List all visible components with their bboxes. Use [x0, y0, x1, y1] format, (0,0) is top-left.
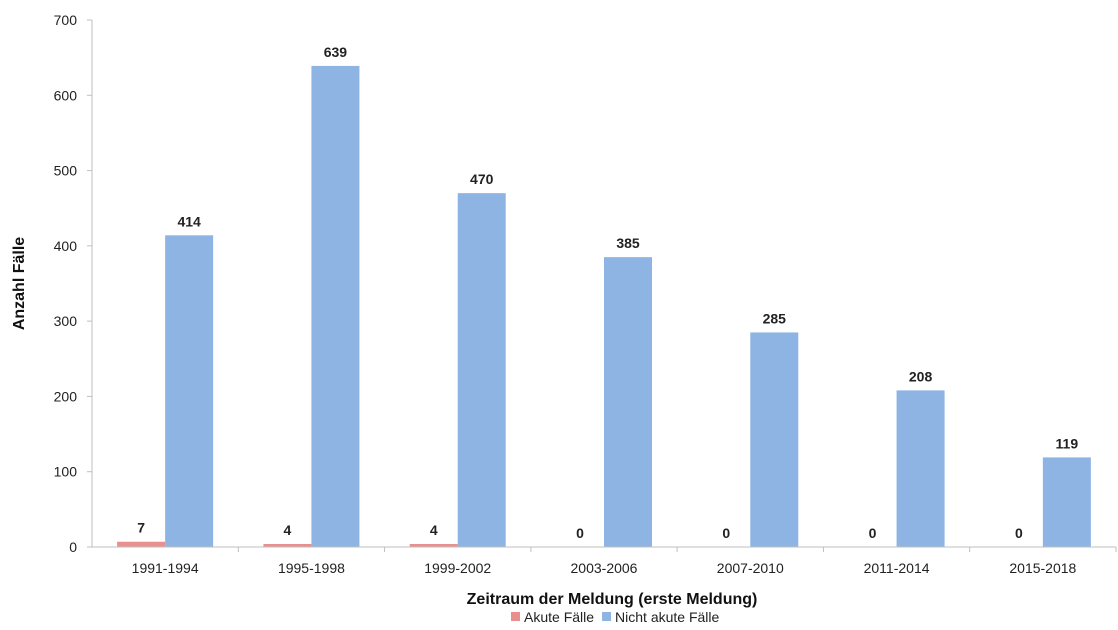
data-label: 285	[763, 310, 787, 326]
bar-nicht-akute	[165, 235, 214, 547]
data-label: 0	[1015, 525, 1023, 541]
y-tick-label: 300	[54, 313, 78, 329]
y-tick-label: 500	[54, 163, 78, 179]
bar-nicht-akute	[896, 390, 945, 547]
data-label: 0	[576, 525, 584, 541]
y-tick-label: 200	[54, 388, 78, 404]
legend-swatch	[602, 612, 612, 621]
bar-akute	[409, 543, 458, 547]
data-label: 4	[284, 522, 292, 538]
data-label: 208	[909, 368, 933, 384]
bar-nicht-akute	[750, 332, 799, 547]
y-tick-label: 700	[54, 12, 78, 28]
data-label: 0	[722, 525, 730, 541]
data-label: 639	[324, 44, 348, 60]
bar-nicht-akute	[1042, 457, 1091, 547]
x-tick-label: 1999-2002	[424, 560, 491, 576]
data-label: 470	[470, 171, 494, 187]
x-tick-label: 1991-1994	[132, 560, 199, 576]
data-label: 7	[137, 520, 145, 536]
x-axis-title: Zeitraum der Meldung (erste Meldung)	[467, 591, 758, 608]
data-labels: 7 414 4 639 4 470 0 385 0 285 0 208 0 119	[137, 44, 1078, 541]
legend-swatch	[511, 612, 520, 621]
data-label: 385	[616, 235, 640, 251]
x-tick-label: 2003-2006	[571, 560, 638, 576]
legend: Akute Fälle Nicht akute Fälle	[511, 609, 720, 625]
x-tick-label: 2007-2010	[717, 560, 784, 576]
bar-nicht-akute	[311, 65, 360, 547]
y-axis-ticks: 0 100 200 300 400 500 600 700	[54, 12, 92, 555]
y-tick-label: 600	[54, 87, 78, 103]
x-tick-label: 2015-2018	[1009, 560, 1076, 576]
legend-label: Akute Fälle	[524, 609, 594, 625]
y-tick-label: 400	[54, 238, 78, 254]
bar-nicht-akute	[604, 257, 652, 547]
x-axis-ticks: 1991-1994 1995-1998 1999-2002 2003-2006 2007…	[132, 547, 1117, 576]
bars	[117, 65, 1091, 547]
y-axis-title: Anzahl Fälle	[11, 237, 28, 330]
bar-akute	[263, 543, 312, 547]
y-tick-label: 100	[54, 464, 78, 480]
x-tick-label: 2011-2014	[864, 560, 930, 576]
bar-akute	[117, 541, 166, 547]
bar-nicht-akute	[457, 193, 506, 547]
legend-label: Nicht akute Fälle	[615, 609, 719, 625]
data-label: 119	[1056, 435, 1079, 451]
data-label: 4	[430, 522, 438, 538]
x-tick-label: 1995-1998	[278, 560, 345, 576]
data-label: 0	[869, 525, 877, 541]
y-tick-label: 0	[69, 539, 77, 555]
data-label: 414	[177, 213, 201, 229]
